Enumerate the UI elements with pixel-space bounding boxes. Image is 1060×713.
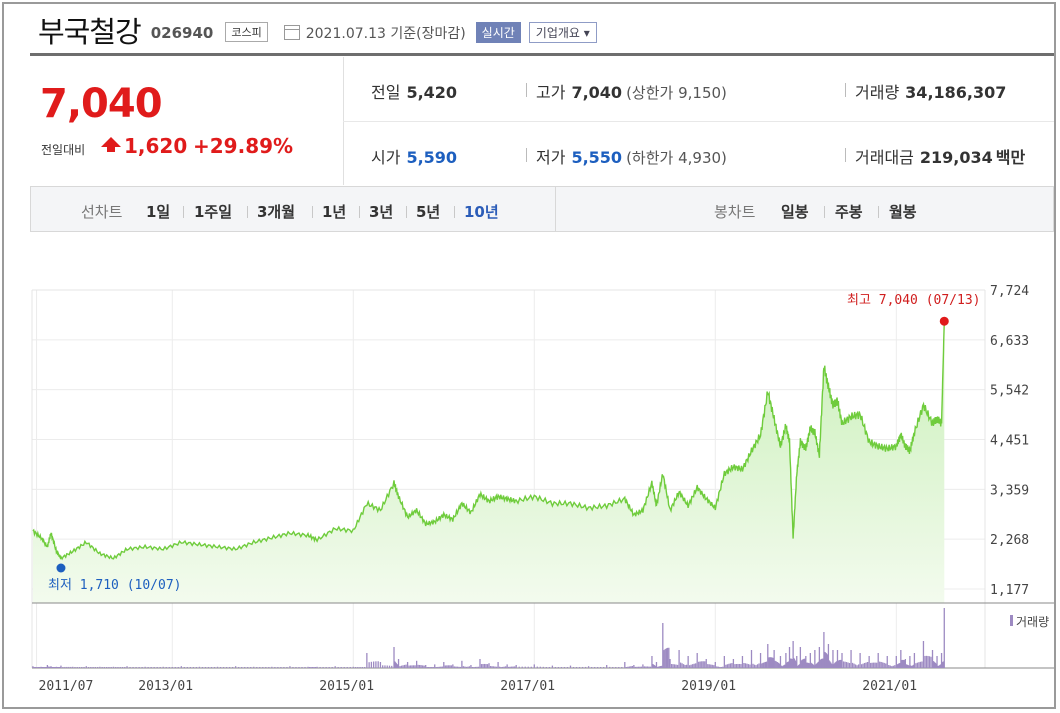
y-tick-label: 4,451	[990, 434, 1029, 449]
high-price: 고가 7,040 (상한가 9,150)	[536, 83, 727, 102]
header-divider	[30, 53, 1054, 56]
y-tick-label: 2,268	[990, 533, 1029, 548]
separator	[824, 206, 825, 218]
current-price: 7,040	[40, 81, 163, 127]
prev-close: 전일 5,420	[371, 83, 458, 102]
separator	[359, 206, 360, 218]
price-area-fill	[32, 321, 945, 603]
separator	[878, 206, 879, 218]
compare-label: 전일대비	[41, 143, 86, 157]
period-1w[interactable]: 1주일	[194, 203, 233, 221]
up-arrow-icon	[101, 137, 121, 147]
y-tick-label: 7,724	[990, 284, 1029, 299]
volume-legend-label: 거래량	[1016, 615, 1049, 629]
x-tick-label: 2015/01	[319, 679, 374, 694]
candle-month[interactable]: 월봉	[889, 203, 917, 221]
separator	[845, 148, 846, 162]
company-overview-dropdown[interactable]: 기업개요 ▾	[528, 21, 597, 43]
stock-name: 부국철강	[38, 15, 142, 49]
candle-day[interactable]: 일봉	[781, 203, 809, 221]
separator	[406, 206, 407, 218]
volume-legend-swatch	[1010, 615, 1013, 626]
separator	[312, 206, 313, 218]
open-price: 시가 5,590	[371, 148, 458, 167]
summary-row-1: 전일 5,420 고가 7,040 (상한가 9,150) 거래량 34,186,307	[343, 57, 1054, 122]
bar-divider	[555, 187, 556, 231]
x-tick-label: 2011/07	[39, 679, 94, 694]
separator	[454, 206, 455, 218]
y-tick-label: 6,633	[990, 334, 1029, 349]
x-tick-label: 2019/01	[681, 679, 736, 694]
summary-row-2: 시가 5,590 저가 5,550 (하한가 4,930) 거래대금 219,034 백만	[343, 122, 1054, 186]
candle-chart-label: 봉차트	[714, 203, 756, 221]
y-tick-label: 1,177	[990, 583, 1029, 598]
min-point-marker	[56, 563, 66, 573]
quote-date: 2021.07.13 기준(장마감)	[305, 25, 466, 42]
period-5y[interactable]: 5년	[416, 203, 441, 221]
separator	[845, 83, 846, 97]
period-10y[interactable]: 10년	[464, 203, 499, 221]
price-change-percent: +29.89%	[193, 134, 294, 158]
y-tick-label: 5,542	[990, 384, 1029, 399]
up-arrow-icon-stem	[107, 146, 115, 152]
separator	[247, 206, 248, 218]
separator	[526, 148, 527, 162]
max-point-marker	[939, 316, 949, 326]
stock-code: 026940	[150, 24, 214, 42]
separator	[183, 206, 184, 218]
x-tick-label: 2017/01	[500, 679, 555, 694]
period-bar: 선차트 1일 1주일 3개월 1년 3년 5년 10년 봉차트 일봉 주봉 월봉	[30, 186, 1054, 232]
period-1y[interactable]: 1년	[322, 203, 347, 221]
x-tick-label: 2021/01	[862, 679, 917, 694]
price-line	[32, 321, 945, 561]
calendar-icon	[283, 25, 300, 40]
price-change: 1,620	[124, 134, 188, 158]
separator	[526, 83, 527, 97]
stock-header: 부국철강 026940 코스피 2021.07.13 기준(장마감) 실시간 기…	[38, 10, 597, 50]
y-tick-label: 3,359	[990, 483, 1029, 498]
max-annotation: 최고 7,040 (07/13)	[847, 293, 981, 308]
min-annotation: 최저 1,710 (10/07)	[48, 578, 182, 593]
low-price: 저가 5,550 (하한가 4,930)	[536, 148, 727, 167]
line-chart-label: 선차트	[81, 203, 123, 221]
x-tick-label: 2013/01	[138, 679, 193, 694]
trade-amount: 거래대금 219,034 백만	[855, 148, 1026, 167]
market-badge: 코스피	[225, 22, 268, 42]
volume: 거래량 34,186,307	[855, 83, 1007, 102]
period-3y[interactable]: 3년	[369, 203, 394, 221]
candle-week[interactable]: 주봉	[835, 203, 863, 221]
price-box: 7,040 전일대비 1,620 +29.89%	[30, 57, 344, 185]
period-3m[interactable]: 3개월	[257, 203, 296, 221]
realtime-button[interactable]: 실시간	[475, 21, 521, 43]
period-1d[interactable]: 1일	[146, 203, 171, 221]
